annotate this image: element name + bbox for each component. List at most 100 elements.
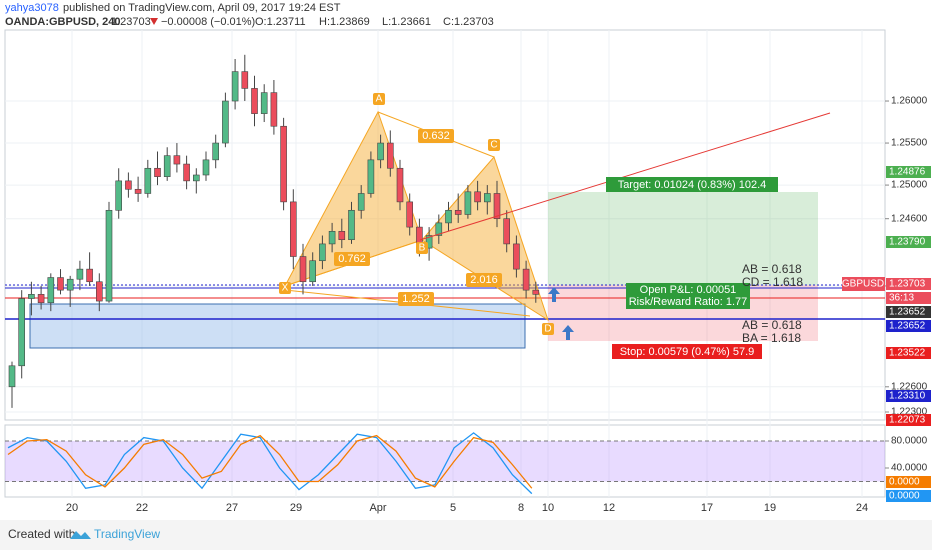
candle-body	[328, 231, 336, 245]
change: −0.00008 (−0.01%)	[161, 16, 255, 28]
low: L:1.23661	[382, 16, 431, 28]
ratio-label: 0.762	[338, 253, 366, 265]
open-pl: Open P&L: 0.00051	[640, 284, 737, 296]
x-tick-label: 29	[290, 502, 302, 514]
price-badge-text: 1.23703	[889, 279, 926, 290]
brand[interactable]: TradingView	[94, 527, 160, 541]
price-badge	[886, 292, 931, 304]
candle-body	[474, 191, 481, 203]
candle-body	[483, 193, 491, 203]
stoch-badge	[886, 490, 931, 502]
x-tick-label: 27	[226, 502, 238, 514]
x-tick-label: 20	[66, 502, 78, 514]
y-tick-label: 1.25500	[891, 138, 928, 149]
candle-body	[464, 191, 472, 215]
ratio-note: AB = 0.618	[742, 262, 802, 276]
x-tick-label: 10	[542, 502, 554, 514]
target-label: Target: 0.01024 (0.83%) 102.4	[618, 179, 767, 191]
candle-body	[222, 100, 229, 144]
candle-body	[134, 188, 142, 194]
point-badge	[488, 139, 500, 151]
x-tick-label: 5	[450, 502, 456, 514]
candle-body	[280, 125, 287, 203]
target-box	[606, 177, 778, 192]
candle-body	[18, 298, 26, 367]
x-tick-label: 8	[518, 502, 524, 514]
candle-body	[8, 365, 16, 388]
price-badge-text: 1.23652	[889, 307, 926, 318]
open: O:1.23711	[255, 16, 306, 28]
ratio-label: 0.632	[422, 130, 450, 142]
candle-body	[435, 222, 443, 236]
target-zone	[548, 192, 818, 285]
candle-body	[231, 71, 239, 102]
candle-body	[105, 209, 113, 302]
candle-body	[57, 277, 64, 291]
candle-body	[309, 260, 317, 283]
down-arrow	[150, 18, 158, 25]
candle-body	[299, 256, 307, 283]
candle-body	[260, 92, 268, 114]
point-badge	[373, 93, 385, 105]
stop-label: Stop: 0.00579 (0.47%) 57.9	[620, 346, 755, 358]
price-badge-text: 1.22073	[889, 415, 926, 426]
point-badge	[416, 242, 428, 254]
pl-box	[626, 283, 750, 309]
footer-text: Created with	[8, 527, 75, 541]
x-tick-label: 22	[136, 502, 148, 514]
price-badge	[886, 320, 931, 332]
candle-body	[37, 294, 45, 304]
candle-body	[406, 201, 414, 228]
y-tick-label: 1.26000	[891, 96, 928, 107]
candle-body	[454, 209, 462, 215]
candle-body	[96, 281, 103, 302]
candle-body	[76, 268, 84, 280]
symbol-tag-text: GBPUSD	[842, 279, 884, 290]
point-label: C	[490, 140, 497, 151]
main-pane	[4, 29, 886, 421]
candle-body	[66, 278, 74, 291]
candle-body	[503, 218, 511, 245]
price-badge	[886, 414, 931, 426]
high: H:1.23869	[319, 16, 370, 28]
candle-body	[173, 155, 181, 165]
point-label: B	[419, 243, 426, 254]
candle-body	[445, 209, 452, 224]
x-tick-label: 17	[701, 502, 713, 514]
ratio-badge	[418, 129, 454, 143]
logo	[70, 531, 91, 539]
point-label: A	[376, 94, 383, 105]
price-badge-text: 1.23522	[889, 348, 926, 359]
point-badge	[279, 282, 291, 294]
candle-body	[367, 159, 375, 194]
published: published on TradingView.com, April 09, …	[63, 2, 341, 14]
x-tick-label: Apr	[369, 502, 386, 514]
y-tick-label: 1.25000	[891, 180, 928, 191]
ratio-badge	[398, 292, 434, 306]
trend-line	[419, 112, 831, 241]
last: 1.23703	[111, 16, 151, 28]
y-tick-label: 1.24600	[891, 213, 928, 224]
candle-body	[193, 174, 200, 182]
candle-body	[115, 180, 122, 211]
candle-body	[86, 268, 93, 283]
candle-body	[532, 289, 540, 295]
ratio-label: 1.252	[402, 293, 430, 305]
candle-body	[270, 92, 278, 127]
price-badge-text: 1.24876	[889, 167, 926, 178]
ratio-badge	[466, 273, 502, 287]
candle-body	[212, 142, 219, 161]
stoch-pane	[4, 424, 886, 498]
up-arrow	[548, 287, 560, 302]
candle-body	[377, 142, 384, 161]
author[interactable]: yahya3078	[5, 2, 59, 14]
ratio-badge	[334, 252, 370, 266]
y-tick-label: 1.22300	[891, 407, 928, 418]
candle-body	[357, 193, 365, 211]
y-tick-label: 1.22600	[891, 381, 928, 392]
price-badge-text: 1.23652	[889, 321, 926, 332]
candle-body	[338, 231, 346, 241]
stoch-badge-text: 0.0000	[889, 491, 920, 502]
candle-body	[513, 243, 520, 270]
up-arrow	[562, 325, 574, 340]
